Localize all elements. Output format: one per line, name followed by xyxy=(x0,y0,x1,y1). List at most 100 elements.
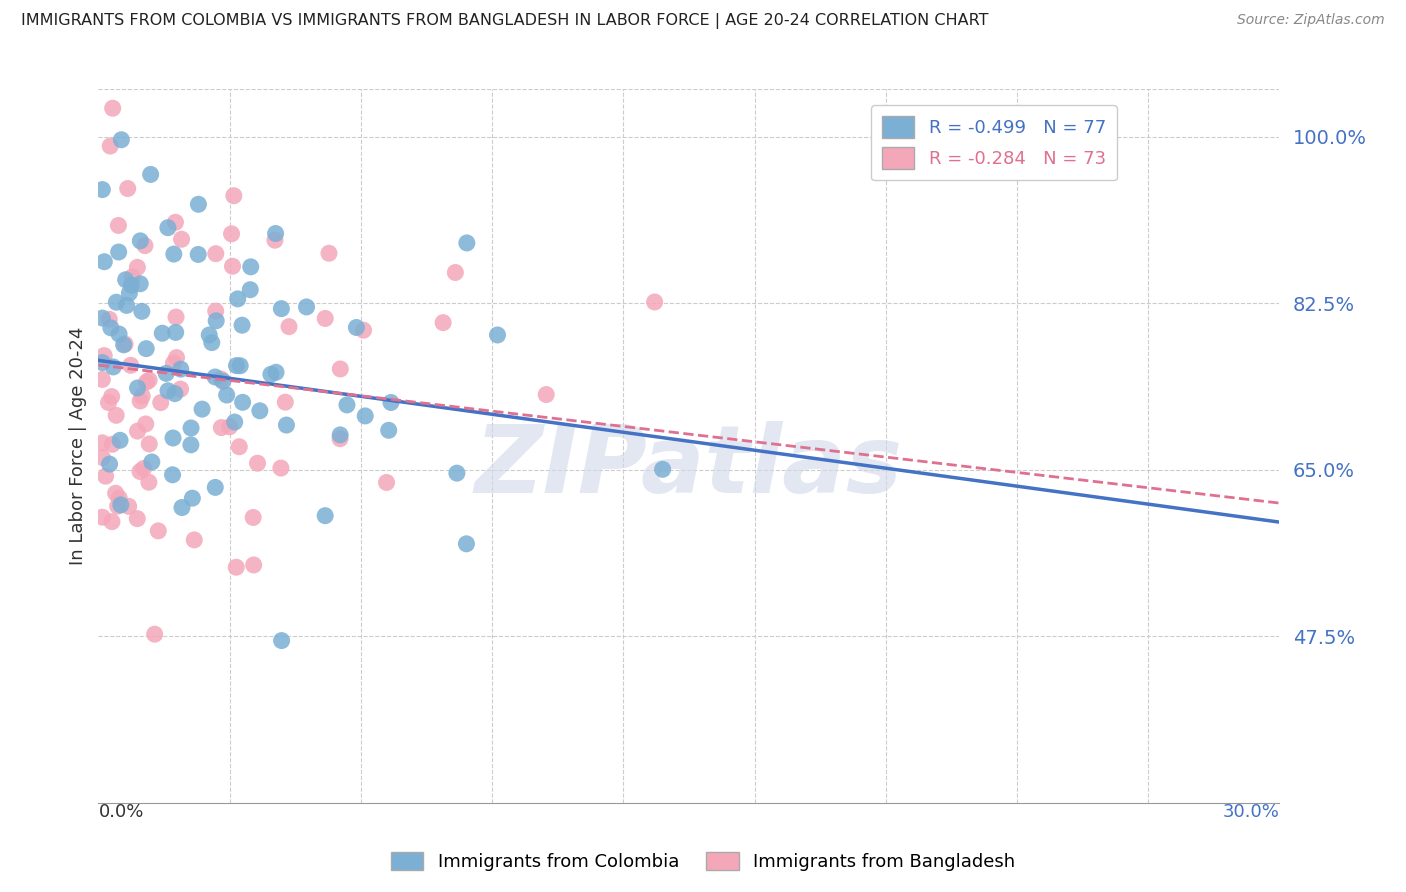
Point xyxy=(129,277,152,291)
Legend: Immigrants from Colombia, Immigrants from Bangladesh: Immigrants from Colombia, Immigrants fro… xyxy=(384,845,1022,879)
Point xyxy=(456,537,478,551)
Point xyxy=(163,247,186,261)
Point xyxy=(118,500,141,514)
Text: 30.0%: 30.0% xyxy=(1223,803,1279,821)
Point xyxy=(105,295,128,310)
Point xyxy=(170,500,193,515)
Point xyxy=(162,467,184,482)
Point xyxy=(115,298,138,312)
Point xyxy=(170,232,193,246)
Point xyxy=(198,328,221,343)
Point xyxy=(103,359,125,374)
Point xyxy=(377,423,399,437)
Point xyxy=(314,508,336,523)
Point xyxy=(274,395,297,409)
Point xyxy=(180,421,202,435)
Point xyxy=(229,359,252,373)
Point xyxy=(270,461,292,475)
Point xyxy=(131,304,153,318)
Point xyxy=(162,356,184,370)
Point xyxy=(270,301,292,316)
Point xyxy=(354,409,377,423)
Point xyxy=(150,326,173,341)
Point xyxy=(232,395,254,409)
Point xyxy=(225,560,247,574)
Point xyxy=(108,327,131,342)
Point xyxy=(215,388,238,402)
Point xyxy=(242,510,264,524)
Point xyxy=(162,431,184,445)
Point xyxy=(135,417,157,431)
Point xyxy=(101,515,124,529)
Point xyxy=(97,395,120,409)
Point xyxy=(534,387,557,401)
Point xyxy=(148,524,170,538)
Y-axis label: In Labor Force | Age 20-24: In Labor Force | Age 20-24 xyxy=(69,326,87,566)
Point xyxy=(100,320,122,334)
Point xyxy=(141,455,163,469)
Point xyxy=(260,368,283,382)
Point xyxy=(120,278,142,293)
Point xyxy=(138,437,160,451)
Point xyxy=(221,227,243,241)
Point xyxy=(135,342,157,356)
Point xyxy=(100,390,122,404)
Point xyxy=(329,432,352,446)
Point xyxy=(446,466,468,480)
Point xyxy=(375,475,398,490)
Point xyxy=(380,395,402,409)
Point xyxy=(114,337,136,351)
Point xyxy=(278,319,301,334)
Point xyxy=(444,265,467,279)
Text: 0.0%: 0.0% xyxy=(98,803,143,821)
Point xyxy=(644,295,666,310)
Point xyxy=(94,469,117,483)
Point xyxy=(249,404,271,418)
Point xyxy=(225,359,247,373)
Point xyxy=(180,438,202,452)
Point xyxy=(120,359,142,373)
Point xyxy=(127,260,149,275)
Point xyxy=(432,316,454,330)
Point xyxy=(651,462,673,476)
Point xyxy=(135,375,157,389)
Point xyxy=(166,351,188,365)
Point xyxy=(127,424,149,438)
Point xyxy=(486,328,509,343)
Point xyxy=(110,133,132,147)
Point xyxy=(329,362,352,376)
Point xyxy=(121,270,143,285)
Point xyxy=(204,246,226,260)
Point xyxy=(134,238,156,252)
Point xyxy=(91,311,114,326)
Point xyxy=(114,273,136,287)
Point xyxy=(101,101,124,115)
Point xyxy=(165,310,187,324)
Point xyxy=(91,450,114,465)
Point xyxy=(127,381,149,395)
Point xyxy=(91,183,114,197)
Point xyxy=(246,456,269,470)
Point xyxy=(127,511,149,525)
Point xyxy=(107,219,129,233)
Point xyxy=(187,197,209,211)
Point xyxy=(132,461,155,475)
Point xyxy=(91,510,114,524)
Point xyxy=(222,188,245,202)
Point xyxy=(105,409,128,423)
Point xyxy=(329,428,352,442)
Point xyxy=(91,372,114,386)
Point xyxy=(209,420,232,434)
Point xyxy=(239,260,262,274)
Point xyxy=(181,491,204,505)
Point xyxy=(165,215,187,229)
Point xyxy=(318,246,340,260)
Point xyxy=(98,139,121,153)
Point xyxy=(231,318,253,333)
Point xyxy=(228,440,250,454)
Point xyxy=(129,465,152,479)
Point xyxy=(314,311,336,326)
Point xyxy=(201,335,224,350)
Point xyxy=(226,292,249,306)
Point xyxy=(224,415,246,429)
